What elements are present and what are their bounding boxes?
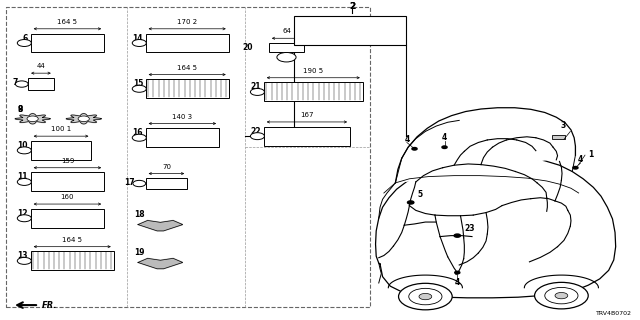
Circle shape: [132, 134, 147, 141]
Text: 23: 23: [465, 224, 476, 233]
Bar: [31, 172, 104, 191]
Bar: [294, 16, 406, 44]
Text: 17: 17: [124, 178, 135, 187]
Bar: [146, 79, 228, 98]
Text: 160: 160: [61, 194, 74, 200]
Circle shape: [409, 288, 442, 305]
Text: 15: 15: [132, 79, 143, 88]
Text: 4: 4: [454, 277, 460, 286]
Circle shape: [15, 81, 28, 87]
Bar: [31, 252, 114, 270]
Text: 10: 10: [18, 141, 28, 150]
Text: FR.: FR.: [42, 300, 58, 309]
Polygon shape: [138, 220, 182, 231]
Circle shape: [133, 180, 146, 187]
Circle shape: [534, 282, 588, 309]
Text: 159: 159: [61, 158, 74, 164]
Text: 2: 2: [349, 3, 355, 12]
Text: 22: 22: [251, 127, 261, 136]
Circle shape: [17, 147, 31, 154]
Circle shape: [132, 40, 147, 46]
Text: 140 3: 140 3: [172, 114, 193, 120]
Circle shape: [132, 85, 147, 92]
Text: 14: 14: [132, 34, 143, 43]
Text: 164 5: 164 5: [177, 65, 197, 71]
Text: 5: 5: [418, 190, 423, 199]
Circle shape: [17, 257, 31, 264]
Circle shape: [17, 40, 31, 46]
Text: 12: 12: [18, 209, 28, 218]
Bar: [269, 43, 304, 52]
Text: 21: 21: [251, 83, 261, 92]
Text: 2: 2: [349, 3, 355, 12]
Circle shape: [17, 179, 31, 185]
Bar: [31, 34, 104, 52]
Bar: [6, 7, 370, 307]
Text: 16: 16: [132, 128, 143, 137]
Circle shape: [399, 283, 452, 310]
Circle shape: [545, 287, 578, 304]
Bar: [146, 128, 219, 147]
Polygon shape: [376, 155, 616, 298]
Circle shape: [78, 116, 90, 122]
Circle shape: [408, 201, 414, 204]
Circle shape: [555, 292, 568, 299]
Bar: [28, 78, 54, 90]
Bar: [264, 127, 350, 146]
Text: TRV4B0702: TRV4B0702: [596, 310, 632, 316]
Text: 3: 3: [560, 121, 565, 130]
Circle shape: [250, 88, 264, 95]
Bar: [552, 135, 565, 139]
Circle shape: [419, 293, 432, 300]
Text: 19: 19: [134, 248, 145, 257]
Text: 4: 4: [442, 133, 447, 142]
Circle shape: [442, 146, 447, 148]
Text: 8: 8: [17, 105, 22, 114]
Text: 11: 11: [18, 172, 28, 181]
Circle shape: [455, 271, 460, 274]
Bar: [31, 141, 92, 160]
Text: 9: 9: [17, 105, 22, 114]
Text: 6: 6: [23, 34, 28, 43]
Text: 164 5: 164 5: [58, 19, 77, 25]
Text: 70: 70: [162, 164, 171, 170]
Text: 18: 18: [134, 210, 145, 219]
Polygon shape: [396, 108, 575, 183]
Text: 7: 7: [13, 78, 18, 87]
Polygon shape: [138, 258, 182, 269]
Text: 13: 13: [18, 252, 28, 260]
Text: 170 2: 170 2: [177, 19, 197, 25]
Text: 190 5: 190 5: [303, 68, 323, 74]
Bar: [31, 209, 104, 228]
Text: 44: 44: [36, 63, 45, 69]
Text: 20: 20: [243, 43, 253, 52]
Text: 100 1: 100 1: [51, 126, 71, 132]
Bar: [146, 178, 187, 189]
Text: 4: 4: [404, 135, 410, 144]
Circle shape: [412, 148, 417, 150]
Text: 4: 4: [578, 155, 583, 164]
Text: 64: 64: [282, 28, 291, 35]
Text: 167: 167: [300, 112, 314, 118]
Circle shape: [573, 166, 578, 169]
Circle shape: [454, 234, 461, 237]
Bar: [146, 34, 228, 52]
Polygon shape: [66, 114, 101, 124]
Circle shape: [27, 116, 38, 122]
Bar: [264, 83, 363, 101]
Circle shape: [250, 133, 264, 140]
Text: 1: 1: [588, 150, 593, 159]
Polygon shape: [15, 114, 50, 124]
Text: 164 5: 164 5: [62, 237, 82, 243]
Circle shape: [17, 215, 31, 222]
Circle shape: [277, 52, 296, 62]
